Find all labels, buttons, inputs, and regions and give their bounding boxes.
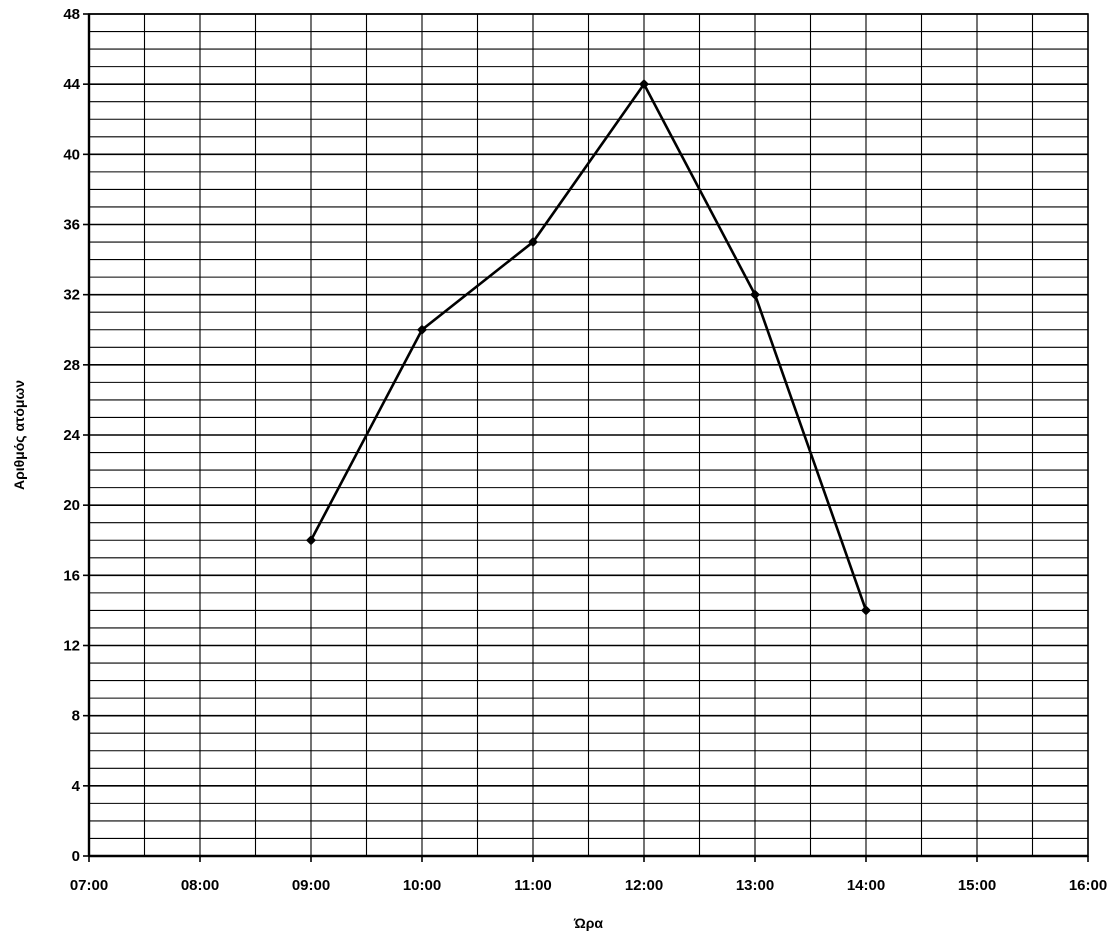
- y-tick-label: 40: [63, 146, 80, 163]
- data-point: [750, 289, 760, 300]
- y-tick-label: 12: [63, 638, 80, 655]
- data-point: [417, 324, 427, 335]
- y-tick-label: 48: [63, 6, 80, 23]
- x-tick-label: 15:00: [958, 877, 996, 894]
- x-tick-label: 16:00: [1069, 877, 1107, 894]
- y-tick-label: 8: [72, 708, 80, 725]
- y-tick-label: 44: [63, 76, 80, 93]
- y-tick-label: 36: [63, 217, 80, 234]
- data-point: [528, 237, 538, 248]
- y-tick-label: 20: [63, 497, 80, 514]
- y-tick-label: 28: [63, 357, 80, 374]
- x-tick-label: 12:00: [625, 877, 663, 894]
- y-tick-label: 32: [63, 287, 80, 304]
- series-layer: [306, 79, 871, 616]
- x-tick-label: 13:00: [736, 877, 774, 894]
- y-axis-title: Αριθμός ατόμων: [11, 380, 27, 490]
- series-line: [309, 81, 868, 611]
- x-tick-label: 10:00: [403, 877, 441, 894]
- x-axis-title: Ώρα: [573, 915, 603, 931]
- x-tick-label: 08:00: [181, 877, 219, 894]
- y-tick-label: 16: [63, 567, 80, 584]
- data-point: [639, 79, 649, 90]
- data-point: [861, 605, 871, 616]
- x-axis-ticks: 07:00 08:00 09:00 10:00 11:00 12:00 13:00 14:00…: [70, 856, 1107, 894]
- y-tick-label: 0: [72, 848, 80, 865]
- x-tick-label: 14:00: [847, 877, 885, 894]
- x-tick-label: 07:00: [70, 877, 108, 894]
- x-tick-label: 09:00: [292, 877, 330, 894]
- y-tick-label: 24: [63, 427, 80, 444]
- x-tick-label: 11:00: [514, 877, 552, 894]
- data-point: [306, 535, 316, 546]
- y-tick-label: 4: [72, 778, 81, 795]
